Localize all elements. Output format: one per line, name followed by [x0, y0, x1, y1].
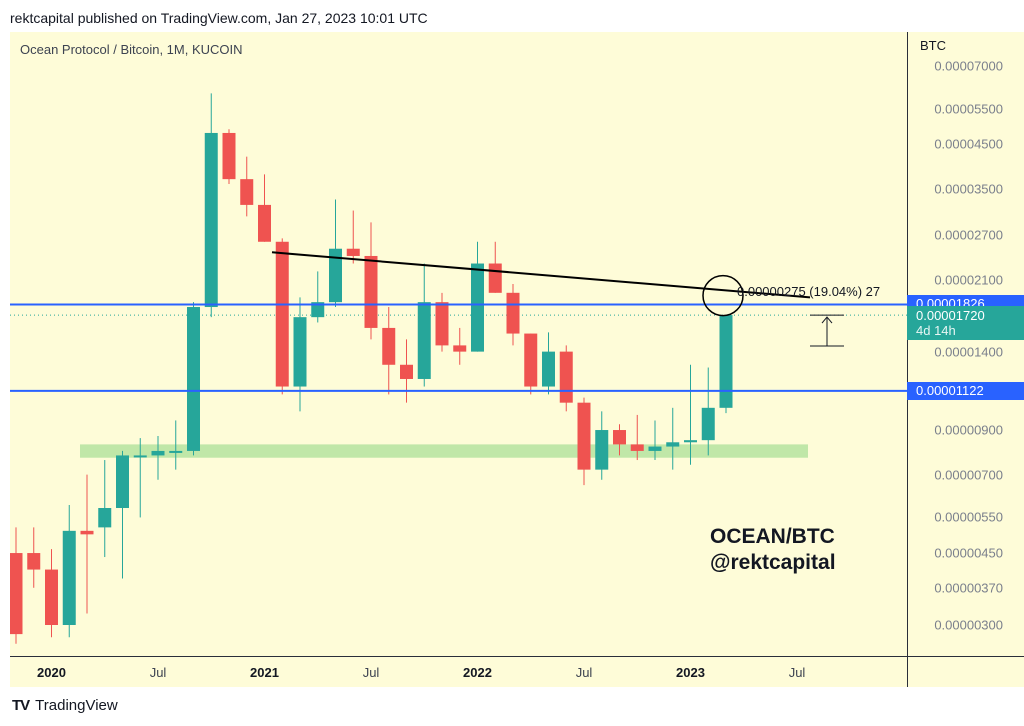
candle-body [222, 132, 236, 180]
candle-body [684, 440, 697, 443]
measure-annotation: 0.00000275 (19.04%) 27 [737, 284, 881, 299]
price-tick-label: 0.00000900 [934, 422, 1003, 438]
price-tick-label: 0.00003500 [934, 181, 1003, 197]
price-tick-label: 0.00000450 [934, 545, 1003, 561]
candle-body [701, 407, 715, 441]
candle-body [488, 263, 502, 293]
watermark-pair: OCEAN/BTC [710, 525, 835, 548]
measure-arrow-icon [821, 316, 833, 324]
candle-body [151, 450, 165, 456]
price-tick-label: 0.00007000 [934, 58, 1003, 74]
candle-body [364, 255, 378, 328]
price-axis[interactable]: BTC 0.00007000 0.00005500 0.00004500 0.0000… [907, 32, 1024, 656]
level-label-lower: 0.00001122 [907, 381, 1024, 400]
time-tick-label: 2022 [463, 665, 492, 680]
price-tick-label: 0.00005500 [934, 101, 1003, 117]
time-tick-label: Jul [788, 665, 806, 680]
highlight-circle [702, 274, 744, 317]
symbol-title: Ocean Protocol / Bitcoin, 1M, KUCOIN [20, 42, 243, 57]
time-tick-label: Jul [362, 665, 380, 680]
candle-body [275, 241, 289, 387]
candle-body [98, 508, 112, 528]
price-tick-label: 0.00000550 [934, 509, 1003, 525]
candle-body [417, 302, 431, 379]
candle-body [311, 302, 325, 318]
candle-body [187, 307, 200, 451]
candle-body [62, 530, 76, 625]
trendline [271, 251, 811, 299]
time-tick-label: 2020 [37, 665, 66, 680]
candle-body [116, 455, 129, 509]
candle-body [204, 132, 218, 308]
candle-body [435, 302, 449, 346]
current-price-value: 0.00001720 [916, 308, 985, 324]
candle-body [329, 248, 342, 303]
current-price-label: 0.00001720 4d 14h [907, 306, 1024, 341]
price-tick-label: 0.00000300 [934, 617, 1003, 633]
candle-body [382, 327, 396, 365]
candlestick-chart [10, 93, 907, 644]
price-tick-label: 0.00002700 [934, 227, 1003, 243]
candle-body [577, 402, 591, 470]
candle-body [258, 204, 271, 242]
candle-body [45, 569, 58, 625]
candle-body [524, 333, 538, 387]
time-axis[interactable]: 2020 Jul 2021 Jul 2022 Jul 2023 Jul [10, 656, 907, 687]
time-tick-label: Jul [575, 665, 593, 680]
candle-body [10, 553, 23, 635]
time-tick-label: Jul [149, 665, 167, 680]
time-tick-label: 2023 [676, 665, 705, 680]
candle-body [595, 430, 609, 470]
candle-body [400, 364, 413, 379]
watermark: OCEAN/BTC @rektcapital [710, 524, 836, 576]
candle-body [240, 179, 254, 205]
price-tick-label: 0.00001400 [934, 344, 1003, 360]
price-tick-label: 0.00000370 [934, 580, 1003, 596]
candle-body [27, 553, 41, 570]
candle-body [559, 351, 573, 403]
price-tick-label: 0.00000700 [934, 467, 1003, 483]
footer-brand: TradingView [35, 697, 118, 714]
watermark-author: @rektcapital [710, 551, 836, 574]
candle-body [169, 450, 183, 453]
chart-plot-area[interactable]: Ocean Protocol / Bitcoin, 1M, KUCOIN OCE… [10, 32, 907, 656]
price-tick-label: 0.00004500 [934, 136, 1003, 152]
candle-body [630, 444, 644, 451]
candle-body [80, 530, 94, 535]
candle-body [506, 292, 520, 334]
candle-body [293, 317, 307, 387]
tradingview-logo-icon: TV [12, 697, 30, 714]
support-zone [80, 444, 808, 458]
candle-body [648, 446, 662, 451]
candle-body [133, 455, 147, 458]
axis-unit: BTC [920, 38, 946, 53]
candle-countdown: 4d 14h [916, 323, 956, 339]
candle-body [719, 315, 733, 408]
candle-body [613, 430, 626, 445]
time-tick-label: 2021 [250, 665, 279, 680]
publish-header: rektcapital published on TradingView.com… [10, 10, 428, 26]
axis-corner [907, 656, 1024, 687]
candle-body [346, 248, 360, 256]
candle-body [542, 351, 555, 387]
footer: TV TradingView [12, 697, 118, 714]
candle-body [666, 442, 680, 447]
price-tick-label: 0.00002100 [934, 272, 1003, 288]
candle-body [453, 345, 467, 352]
candle-body [471, 263, 484, 352]
